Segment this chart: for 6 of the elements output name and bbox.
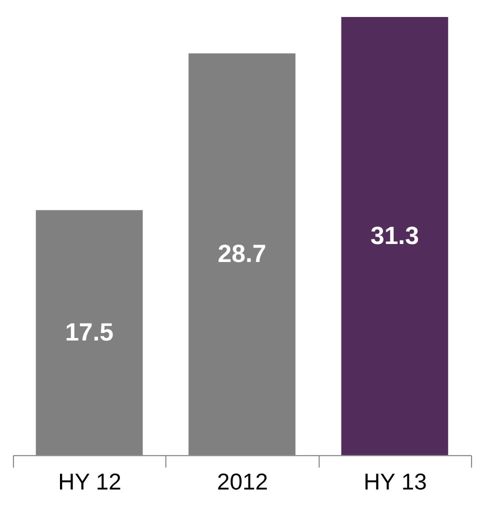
x-tick-label: 2012 — [217, 468, 268, 494]
data-label: 31.3 — [370, 222, 419, 250]
x-tick-label: HY 12 — [58, 468, 122, 494]
data-label: 17.5 — [65, 318, 114, 347]
x-tick-label: HY 13 — [364, 468, 427, 494]
data-label: 28.7 — [218, 240, 266, 268]
